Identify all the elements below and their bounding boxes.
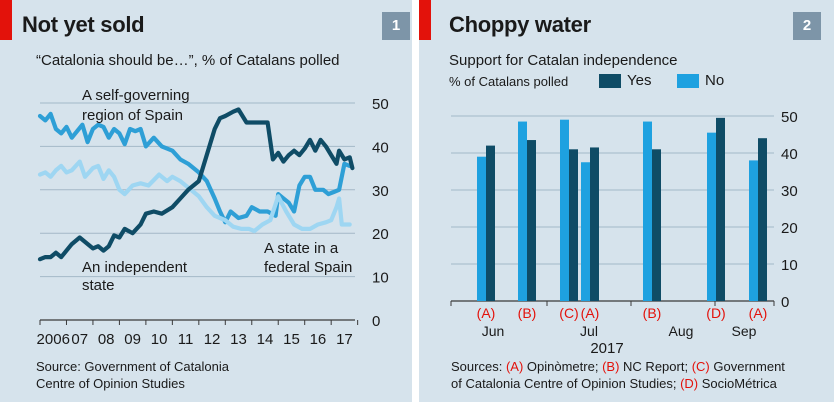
source-letter-d: (D) [680, 376, 699, 391]
y-tick-label: 10 [372, 270, 389, 287]
x-tick-label: 11 [178, 331, 194, 348]
x-tick-label: 09 [124, 331, 141, 348]
month-label: Sep [732, 323, 757, 339]
bar-yes [527, 140, 536, 301]
series-annotation: federal Spain [264, 259, 352, 276]
line-chart: 0 10 20 30 40 50 2006 07 08 09 10 11 12 13 14 15 16 17 A s… [37, 87, 389, 348]
x-tick-label: 16 [310, 331, 327, 348]
chart-subtitle: “Catalonia should be…”, % of Catalans po… [36, 52, 340, 69]
y-tick-label: 0 [372, 313, 380, 330]
legend-label-yes: Yes [627, 72, 652, 89]
bar-yes [758, 138, 767, 301]
legend-swatch-yes [599, 74, 621, 88]
bar-yes [590, 147, 599, 301]
x-tick-label: 2006 [37, 331, 70, 348]
pollster-label: (D) [706, 305, 725, 321]
y-tick-label: 30 [781, 183, 798, 200]
legend-label-no: No [705, 72, 725, 89]
source-name-a: Opinòmetre; [526, 359, 599, 374]
source-letter-b: (B) [602, 359, 620, 374]
bar-no [560, 119, 569, 301]
x-tick-label: 17 [336, 331, 353, 348]
source-note: Source: Government of Catalonia Centre o… [36, 358, 229, 392]
chart-number-badge: 2 [793, 12, 821, 40]
y-tick-label: 20 [781, 220, 798, 237]
source-line-1: Sources: (A) Opinòmetre; (B) NC Report; … [451, 358, 785, 375]
series-annotation: state [82, 277, 115, 294]
accent-bar [419, 0, 431, 40]
x-tick-label: 08 [98, 331, 115, 348]
series-annotation: A state in a [264, 240, 339, 257]
source-name-b: NC Report; [623, 359, 689, 374]
year-label: 2017 [590, 340, 623, 357]
chart-number-badge: 1 [382, 12, 410, 40]
series-annotation: An independent [82, 259, 188, 276]
series-line-selfgov [37, 111, 352, 225]
chart-panel-choppy-water: Choppy water 2 Support for Catalan indep… [419, 0, 834, 402]
chart-panel-not-yet-sold: Not yet sold 1 “Catalonia should be…”, %… [0, 0, 412, 402]
source-name-c-cont: of Catalonia Centre of Opinion Studies; [451, 376, 677, 391]
series-annotation: A self-governing [82, 87, 190, 104]
source-note: Sources: (A) Opinòmetre; (B) NC Report; … [451, 358, 785, 392]
series-annotation: region of Spain [82, 107, 183, 124]
bar-no [477, 156, 486, 301]
month-label: Aug [669, 323, 694, 339]
x-tick-label: 15 [283, 331, 300, 348]
month-label: Jun [482, 323, 505, 339]
y-tick-label: 50 [372, 96, 389, 113]
chart-title: Choppy water [449, 12, 591, 37]
y-tick-label: 50 [781, 109, 798, 126]
x-tick-label: 10 [151, 331, 168, 348]
chart-title: Not yet sold [22, 12, 145, 37]
bar-no [749, 160, 758, 301]
source-line-1: Source: Government of Catalonia [36, 359, 229, 374]
pollster-label: (B) [518, 305, 537, 321]
series-line-federal [37, 159, 352, 234]
unit-label: % of Catalans polled [449, 74, 569, 89]
pollster-label: (A) [581, 305, 600, 321]
source-line-2: of Catalonia Centre of Opinion Studies; … [451, 375, 785, 392]
y-tick-label: 20 [372, 226, 389, 243]
bar-no [643, 121, 652, 301]
pollster-label: (A) [477, 305, 496, 321]
bar-yes [569, 149, 578, 301]
pollster-label: (A) [749, 305, 768, 321]
legend-swatch-no [677, 74, 699, 88]
month-label: Jul [580, 323, 598, 339]
source-name-c: Government [713, 359, 785, 374]
chart-subtitle: Support for Catalan independence [449, 52, 678, 69]
source-letter-a: (A) [505, 359, 524, 374]
bar-no [707, 132, 716, 301]
accent-bar [0, 0, 12, 40]
bar-yes [716, 117, 725, 301]
pollster-label: (B) [643, 305, 662, 321]
sources-label: Sources: [451, 359, 503, 374]
bar-no [518, 121, 527, 301]
bar-no [581, 162, 590, 301]
x-tick-label: 07 [71, 331, 88, 348]
x-tick-label: 13 [230, 331, 247, 348]
y-tick-label: 30 [372, 183, 389, 200]
x-tick-label: 14 [257, 331, 274, 348]
y-tick-label: 40 [372, 139, 389, 156]
y-tick-label: 10 [781, 257, 798, 274]
pollster-label: (C) [559, 305, 578, 321]
source-name-d: SocioMétrica [701, 376, 777, 391]
source-line-2: Centre of Opinion Studies [36, 376, 185, 391]
y-tick-label: 40 [781, 146, 798, 163]
source-letter-c: (C) [691, 359, 710, 374]
y-tick-label: 0 [781, 294, 789, 311]
bar-yes [486, 145, 495, 301]
bar-yes [652, 149, 661, 301]
series-line-independent [37, 107, 355, 262]
x-tick-label: 12 [204, 331, 221, 348]
